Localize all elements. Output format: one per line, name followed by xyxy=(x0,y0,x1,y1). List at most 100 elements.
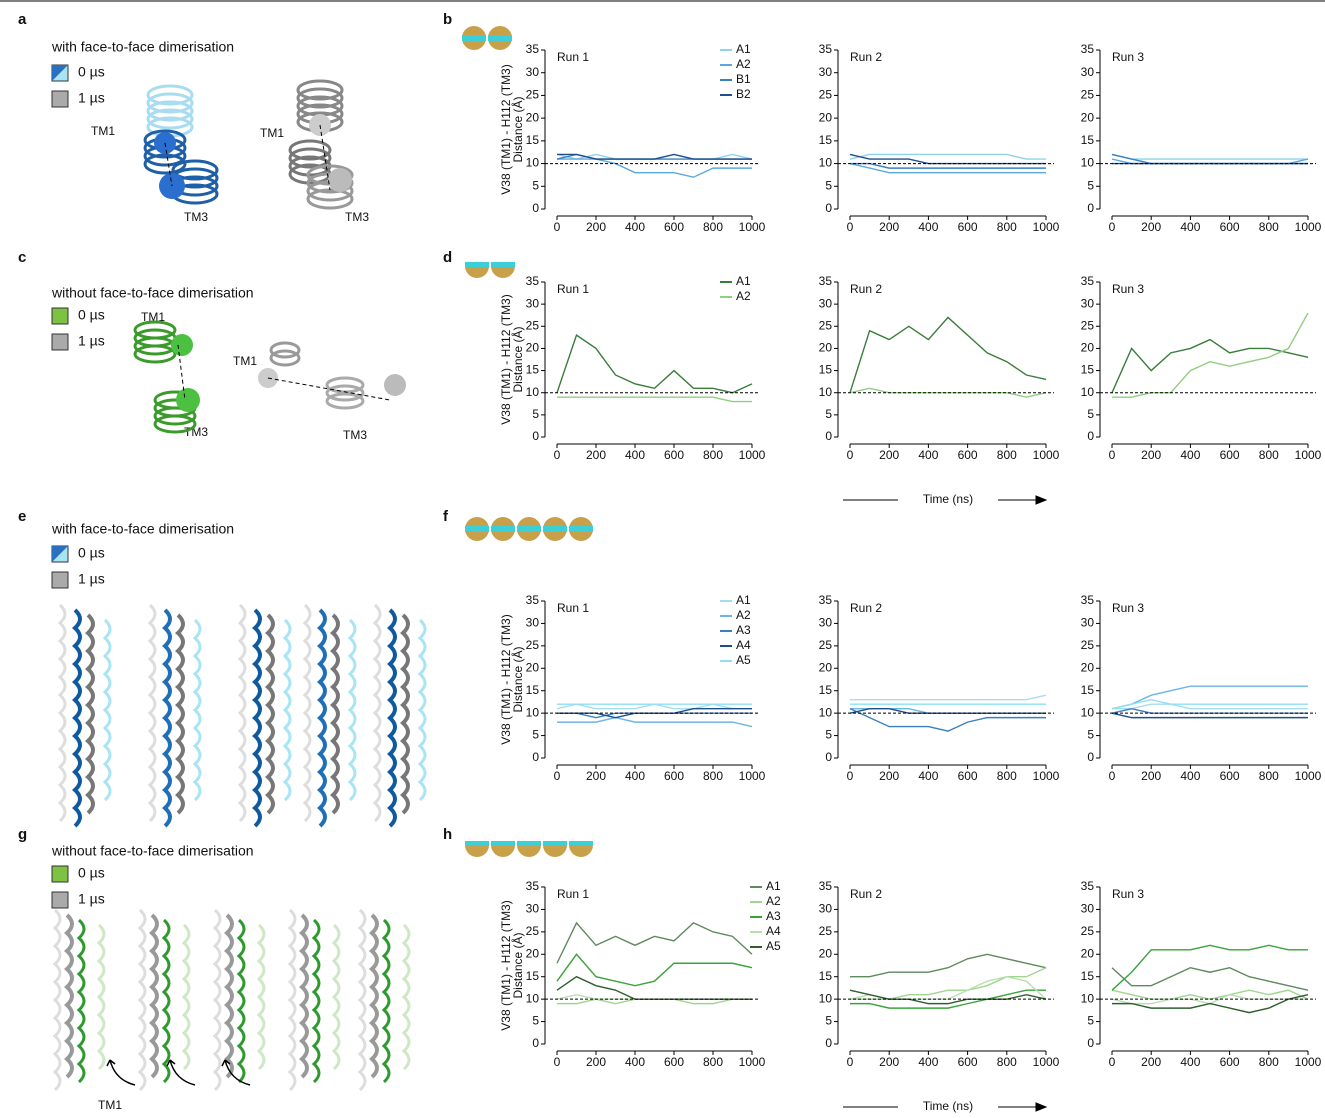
swatch xyxy=(52,866,68,882)
series-line xyxy=(1112,340,1308,393)
run-title: Run 2 xyxy=(850,887,882,901)
atom xyxy=(328,168,352,192)
x-tick-label: 800 xyxy=(703,448,723,462)
legend-label: A1 xyxy=(766,879,781,893)
y-tick-label: 20 xyxy=(526,341,540,355)
y-tick-label: 35 xyxy=(1081,593,1095,607)
x-tick-label: 800 xyxy=(703,769,723,783)
helix xyxy=(150,605,155,821)
x-tick-label: 0 xyxy=(847,220,854,234)
membrane-icon xyxy=(543,841,567,846)
axis-arrow xyxy=(998,1103,1046,1111)
atom xyxy=(171,334,193,356)
panel-letter: g xyxy=(18,826,27,843)
helix-label: TM3 xyxy=(184,210,208,224)
x-tick-label: 600 xyxy=(958,220,978,234)
x-tick-label: 800 xyxy=(997,220,1017,234)
x-tick-label: 1000 xyxy=(1295,769,1322,783)
y-tick-label: 0 xyxy=(1087,750,1094,764)
series-line xyxy=(557,397,752,401)
legend-label: 1 µs xyxy=(78,90,105,106)
legend-label: A2 xyxy=(736,289,751,303)
membrane-icon xyxy=(517,841,541,846)
series-line xyxy=(850,954,1046,976)
x-tick-label: 400 xyxy=(1180,448,1200,462)
helix xyxy=(334,925,339,1069)
y-tick-label: 5 xyxy=(825,728,832,742)
y-tick-label: 25 xyxy=(1081,924,1095,938)
helix xyxy=(375,605,380,821)
helix xyxy=(88,615,93,813)
run-title: Run 2 xyxy=(850,601,882,615)
x-tick-label: 800 xyxy=(997,1055,1017,1069)
y-tick-label: 20 xyxy=(526,660,540,674)
x-tick-label: 400 xyxy=(625,448,645,462)
legend-label: A2 xyxy=(766,894,781,908)
legend-label: 1 µs xyxy=(78,571,105,587)
helix xyxy=(285,620,290,800)
helix xyxy=(305,605,310,821)
helix xyxy=(67,915,72,1077)
y-tick-label: 30 xyxy=(819,616,833,630)
x-tick-label: 200 xyxy=(586,220,606,234)
helix-label: TM1 xyxy=(260,126,284,140)
series-line xyxy=(850,695,1046,699)
panel-subtitle: with face-to-face dimerisation xyxy=(51,521,234,537)
y-tick-label: 35 xyxy=(819,274,833,288)
x-tick-label: 200 xyxy=(586,769,606,783)
x-tick-label: 600 xyxy=(1220,220,1240,234)
panel-letter: f xyxy=(443,508,449,525)
y-tick-label: 5 xyxy=(825,178,832,192)
series-line xyxy=(1112,990,1308,999)
y-tick-label: 30 xyxy=(526,65,540,79)
helix xyxy=(239,920,244,1082)
x-tick-label: 800 xyxy=(703,1055,723,1069)
y-tick-label: 25 xyxy=(1081,638,1095,652)
x-tick-label: 200 xyxy=(1141,448,1161,462)
panel-letter: e xyxy=(18,508,26,525)
x-tick-label: 200 xyxy=(1141,769,1161,783)
run-title: Run 1 xyxy=(557,887,589,901)
y-tick-label: 20 xyxy=(1081,341,1095,355)
y-tick-label: 10 xyxy=(1081,385,1095,399)
y-tick-label: 20 xyxy=(819,660,833,674)
y-tick-label: 5 xyxy=(532,407,539,421)
helix xyxy=(60,605,65,821)
y-tick-label: 35 xyxy=(1081,274,1095,288)
y-tick-label: 0 xyxy=(532,750,539,764)
series-line xyxy=(1112,700,1308,709)
x-tick-label: 1000 xyxy=(739,448,766,462)
series-line xyxy=(557,923,752,963)
membrane-icon xyxy=(491,266,515,278)
y-tick-label: 30 xyxy=(819,902,833,916)
x-tick-label: 1000 xyxy=(1295,220,1322,234)
helix xyxy=(75,610,80,826)
y-tick-label: 35 xyxy=(819,42,833,56)
y-tick-label: 0 xyxy=(532,201,539,215)
membrane-icon xyxy=(465,845,489,857)
y-tick-label: 25 xyxy=(526,88,540,102)
membrane-icon xyxy=(491,841,515,846)
membrane-icon xyxy=(491,526,515,532)
helix xyxy=(404,925,409,1069)
helix xyxy=(105,620,110,800)
y-tick-label: 0 xyxy=(1087,429,1094,443)
x-tick-label: 0 xyxy=(847,448,854,462)
series-line xyxy=(850,968,1046,999)
membrane-icon xyxy=(543,845,567,857)
y-axis-label: Distance (Å) xyxy=(510,932,525,998)
y-tick-label: 15 xyxy=(819,133,833,147)
legend-label: A4 xyxy=(736,638,751,652)
panel-letter: a xyxy=(18,11,27,28)
x-tick-label: 400 xyxy=(1180,769,1200,783)
x-tick-label: 200 xyxy=(1141,220,1161,234)
x-tick-label: 400 xyxy=(625,1055,645,1069)
y-tick-label: 25 xyxy=(819,924,833,938)
y-tick-label: 30 xyxy=(1081,65,1095,79)
run-title: Run 3 xyxy=(1112,887,1144,901)
run-title: Run 2 xyxy=(850,50,882,64)
y-tick-label: 15 xyxy=(1081,133,1095,147)
helix xyxy=(184,925,189,1069)
legend-label: 0 µs xyxy=(78,64,105,80)
x-tick-label: 200 xyxy=(586,1055,606,1069)
